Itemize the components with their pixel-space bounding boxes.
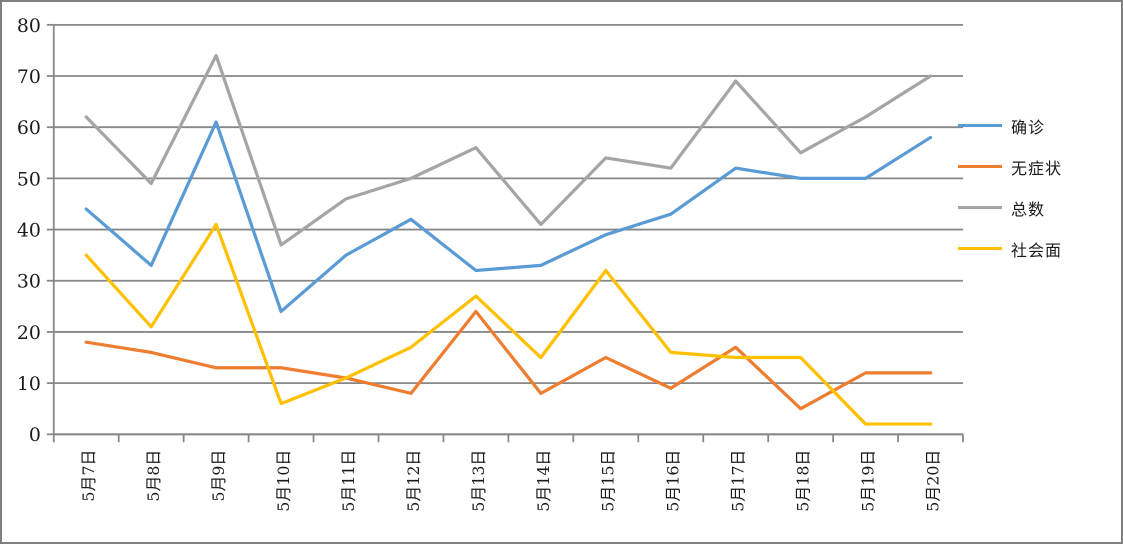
legend-item-total: 总数 — [958, 191, 1062, 224]
x-tick-label: 5月15日 — [599, 450, 618, 512]
legend-line-sample — [958, 247, 1002, 250]
x-tick-label: 5月11日 — [339, 450, 358, 512]
chart-legend: 确诊无症状总数社会面 — [958, 109, 1062, 273]
legend-line-sample — [958, 206, 1002, 209]
legend-line-sample — [958, 165, 1002, 168]
legend-line-sample — [958, 124, 1002, 127]
series-total-line — [84, 53, 933, 247]
x-tick-label: 5月7日 — [79, 450, 98, 502]
x-tick-label: 5月10日 — [274, 450, 293, 512]
legend-label: 无症状 — [1011, 158, 1063, 178]
x-tick-label: 5月13日 — [469, 450, 488, 512]
x-tick-label: 5月20日 — [923, 450, 942, 512]
x-tick-label: 5月14日 — [534, 450, 553, 512]
y-tick-label: 30 — [17, 271, 41, 293]
y-tick-label: 10 — [17, 373, 41, 395]
y-tick-label: 20 — [17, 322, 41, 344]
series-community-line — [84, 222, 933, 426]
legend-item-community: 社会面 — [958, 232, 1062, 265]
x-tick-label: 5月19日 — [859, 450, 878, 512]
y-tick-label: 70 — [17, 66, 41, 88]
series-asymptomatic-line — [84, 309, 933, 411]
x-tick-label: 5月16日 — [664, 450, 683, 512]
legend-label: 确诊 — [1011, 117, 1046, 137]
y-tick-label: 40 — [17, 220, 41, 242]
legend-item-confirmed: 确诊 — [958, 109, 1062, 142]
x-tick-label: 5月9日 — [209, 450, 228, 502]
y-tick-label: 0 — [29, 424, 41, 446]
y-tick-label: 50 — [17, 168, 41, 190]
y-tick-label: 60 — [17, 117, 41, 139]
x-tick-label: 5月12日 — [404, 450, 423, 512]
legend-item-asymptomatic: 无症状 — [958, 150, 1062, 183]
legend-label: 总数 — [1011, 199, 1046, 219]
x-tick-label: 5月17日 — [729, 450, 748, 512]
x-tick-label: 5月18日 — [794, 450, 813, 512]
series-confirmed-line — [84, 120, 933, 314]
x-tick-label: 5月8日 — [144, 450, 163, 502]
y-tick-label: 80 — [17, 15, 41, 37]
legend-label: 社会面 — [1011, 240, 1063, 260]
